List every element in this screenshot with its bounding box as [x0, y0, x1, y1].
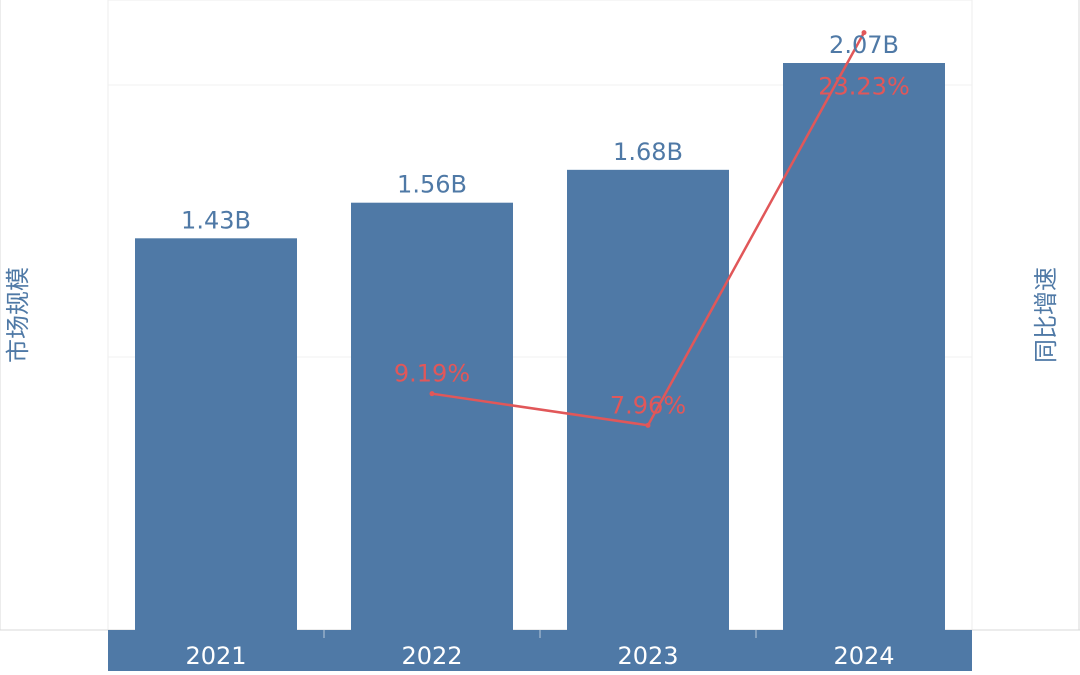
- y2-axis-title: 同比增速: [1032, 267, 1060, 363]
- category-label-2023: 2023: [617, 642, 678, 670]
- bar-2022: [351, 202, 513, 630]
- growth-value-label-2024: 23.23%: [818, 73, 910, 101]
- category-label-2022: 2022: [401, 642, 462, 670]
- bar-2021: [135, 238, 297, 630]
- growth-series: [429, 30, 867, 428]
- bar-2023: [567, 169, 729, 630]
- bar-value-label-2021: 1.43B: [181, 206, 251, 234]
- growth-point-2022: [429, 391, 435, 397]
- category-band: 2021 2022 2023 2024: [108, 630, 972, 671]
- category-label-2021: 2021: [185, 642, 246, 670]
- category-label-2024: 2024: [833, 642, 894, 670]
- growth-point-2024: [861, 30, 867, 36]
- growth-value-label-2023: 7.96%: [610, 391, 686, 419]
- bar-series: [135, 63, 945, 630]
- bar-value-label-2023: 1.68B: [613, 138, 683, 166]
- bar-value-label-2022: 1.56B: [397, 171, 467, 199]
- bar-2024: [783, 63, 945, 630]
- growth-point-2023: [645, 422, 651, 428]
- bar-value-label-2024: 2.07B: [829, 31, 899, 59]
- data-labels: 1.43B 1.56B 1.68B 2.07B 9.19% 7.96% 23.23%: [181, 31, 910, 419]
- y-axis-title: 市场规模: [4, 267, 32, 363]
- growth-value-label-2022: 9.19%: [394, 360, 470, 388]
